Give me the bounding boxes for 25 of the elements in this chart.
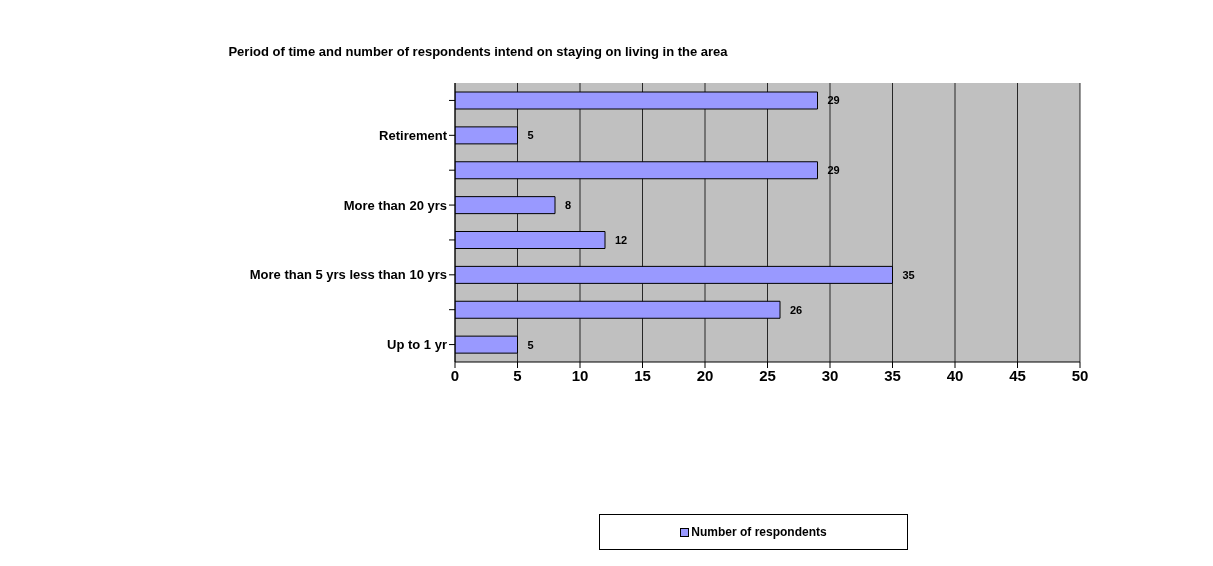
data-label: 5 bbox=[527, 129, 534, 142]
x-tick-label: 40 bbox=[946, 366, 964, 384]
x-tick-label: 35 bbox=[884, 366, 901, 384]
x-tick-label: 50 bbox=[1071, 366, 1089, 384]
data-label: 5 bbox=[527, 338, 534, 351]
x-tick-label: 25 bbox=[759, 366, 776, 384]
data-label: 26 bbox=[790, 303, 803, 316]
x-tick-label: 20 bbox=[696, 366, 714, 384]
x-tick-label: 0 bbox=[450, 366, 460, 384]
legend-label: Number of respondents bbox=[690, 525, 827, 539]
data-label: 8 bbox=[565, 199, 572, 212]
y-tick-label: More than 20 yrs bbox=[343, 197, 447, 213]
x-tick-label: 30 bbox=[821, 366, 839, 384]
y-tick-label: Retirement bbox=[379, 127, 448, 143]
x-tick-label: 45 bbox=[1009, 366, 1026, 384]
y-tick-label: Up to 1 yr bbox=[387, 337, 447, 353]
x-tick-label: 10 bbox=[571, 366, 589, 384]
x-tick-label: 15 bbox=[634, 366, 651, 384]
data-label: 35 bbox=[902, 268, 915, 281]
chart-title: Period of time and number of respondents intend on staying on living in the area bbox=[227, 43, 729, 61]
x-tick-label: 5 bbox=[513, 366, 522, 384]
y-tick-label: More than 5 yrs less than 10 yrs bbox=[249, 267, 447, 283]
data-label: 29 bbox=[827, 94, 840, 107]
data-label: 29 bbox=[827, 164, 840, 177]
data-label: 12 bbox=[615, 233, 628, 246]
